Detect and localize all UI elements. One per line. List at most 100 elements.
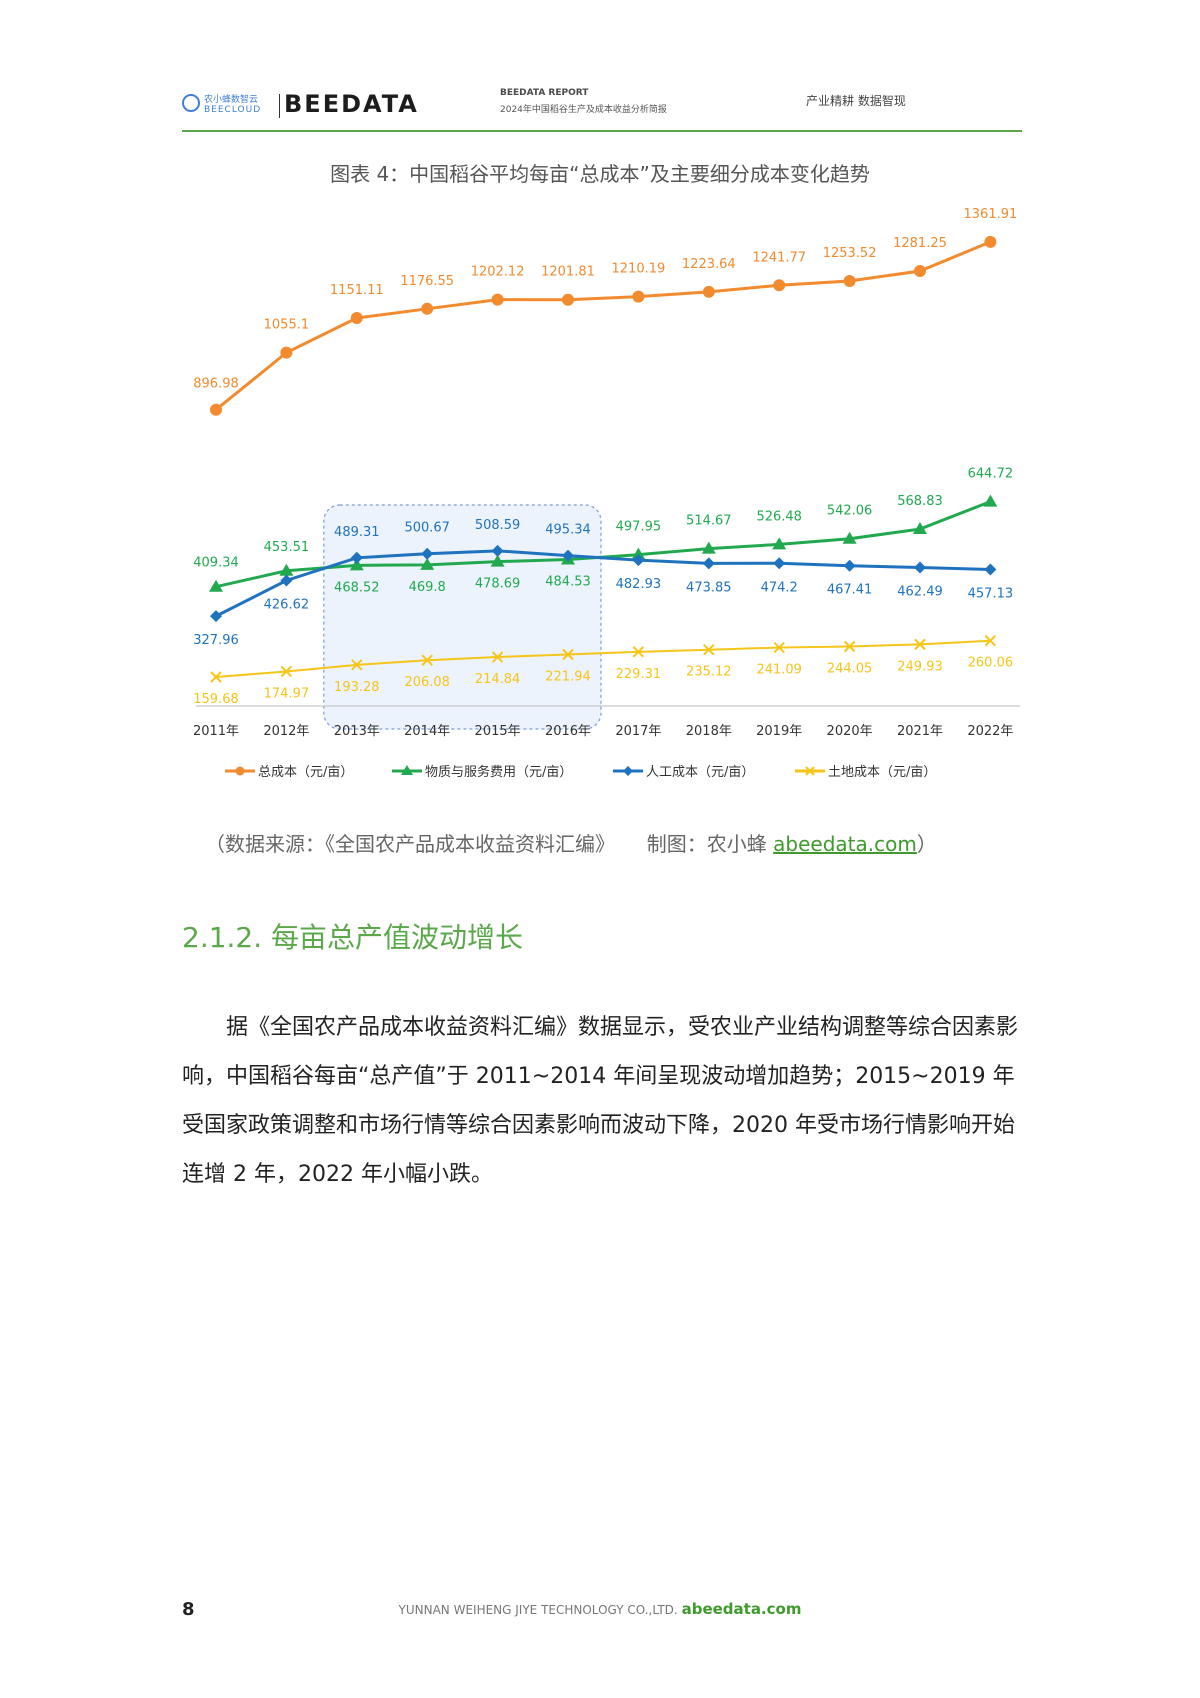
cost-trend-chart: 896.98 1055.1 1151.11 1176.55 1202.12 1201.81… (193, 207, 1020, 780)
data-label: 526.48 (756, 509, 802, 524)
data-label: 469.8 (409, 580, 446, 595)
data-point (420, 557, 435, 570)
data-label: 221.94 (545, 669, 591, 684)
source-link[interactable]: abeedata.com (773, 832, 917, 856)
data-label: 1241.77 (752, 250, 806, 265)
data-label: 500.67 (404, 521, 450, 536)
data-label: 174.97 (264, 686, 310, 701)
data-point (421, 654, 433, 666)
data-label: 542.06 (827, 504, 873, 519)
x-tick-label: 2012年 (263, 724, 309, 739)
report-title: 2024年中国稻谷生产及成本收益分析简报 (500, 105, 667, 115)
data-point (279, 563, 294, 576)
data-label: 1210.19 (612, 262, 666, 277)
legend-marker (623, 766, 633, 776)
chart-title: 图表 4：中国稻谷平均每亩“总成本”及主要细分成本变化趋势 (330, 162, 870, 186)
x-tick-label: 2022年 (967, 724, 1013, 739)
data-point (843, 275, 856, 288)
data-point (843, 640, 856, 653)
data-label: 457.13 (968, 586, 1014, 601)
legend-marker (235, 766, 245, 776)
x-tick-label: 2013年 (334, 724, 380, 739)
data-label: 159.68 (193, 692, 239, 707)
data-label: 244.05 (827, 661, 873, 676)
data-point (280, 346, 293, 359)
data-label: 206.08 (404, 675, 450, 690)
x-tick-label: 2018年 (686, 724, 732, 739)
legend-label: 总成本（元/亩） (258, 764, 353, 780)
source-close: ） (916, 832, 937, 856)
series-line (215, 639, 991, 678)
data-point (349, 558, 364, 571)
data-label: 508.59 (475, 518, 521, 533)
footer-company: YUNNAN WEIHENG JIYE TECHNOLOGY CO.,LTD. (398, 1603, 678, 1617)
data-point (491, 651, 504, 663)
data-label: 409.34 (193, 556, 239, 571)
data-point (632, 290, 645, 303)
data-label: 478.69 (475, 577, 521, 592)
data-point (562, 648, 574, 661)
data-point (983, 494, 998, 507)
data-label: 495.34 (545, 523, 591, 538)
data-label: 474.2 (761, 580, 798, 595)
data-label: 489.31 (334, 525, 380, 540)
data-point (210, 671, 222, 683)
section-paragraph: 据《全国农产品成本收益资料汇编》数据显示，受农业产业结构调整等综合因素影响，中国… (182, 1015, 1019, 1187)
data-label: 1176.55 (400, 274, 454, 289)
data-source: （数据来源：《全国农产品成本收益资料汇编》 制图：农小蜂 abeedata.co… (205, 828, 937, 857)
data-label: 1151.11 (330, 283, 384, 298)
source-maker: 制图：农小蜂 (646, 832, 767, 856)
page-header: 农小蜂数智云 BEECLOUD BEEDATA BEEDATA REPORT 2… (182, 84, 1022, 132)
data-point (773, 557, 786, 570)
x-tick-label: 2019年 (756, 724, 802, 739)
footer-site[interactable]: abeedata.com (681, 1600, 802, 1618)
data-label: 896.98 (193, 377, 239, 392)
x-tick-label: 2011年 (193, 724, 239, 739)
data-point (421, 302, 434, 315)
data-label: 260.06 (968, 656, 1014, 671)
data-point (701, 541, 716, 554)
report-label: BEEDATA REPORT 2024年中国稻谷生产及成本收益分析简报 (500, 88, 667, 115)
data-label: 426.62 (264, 597, 310, 612)
data-point (914, 265, 926, 278)
data-point (209, 579, 223, 592)
data-point (984, 563, 997, 576)
data-label: 1202.12 (471, 265, 525, 280)
data-point (984, 634, 997, 647)
data-point (210, 610, 222, 623)
data-point (490, 554, 505, 567)
data-point (702, 557, 715, 570)
series-line (215, 240, 991, 411)
data-label: 1201.81 (541, 265, 595, 280)
data-label: 462.49 (897, 585, 943, 600)
legend-label: 土地成本（元/亩） (828, 764, 936, 780)
data-point (913, 522, 927, 535)
x-tick-label: 2015年 (475, 724, 521, 739)
data-point (491, 293, 504, 306)
legend-marker (805, 766, 815, 776)
section-title: 2.1.2. 每亩总产值波动增长 (182, 921, 524, 954)
source-text: （数据来源：《全国农产品成本收益资料汇编》 (205, 832, 615, 856)
logo-cloud-cn: 农小蜂数智云 (204, 95, 259, 105)
x-tick-label: 2021年 (897, 724, 943, 739)
data-label: 214.84 (475, 672, 521, 687)
data-label: 1281.25 (893, 236, 947, 251)
data-label: 484.53 (545, 575, 591, 590)
data-point (914, 561, 926, 574)
data-point (280, 665, 293, 678)
logo-cloud-en: BEECLOUD (204, 105, 262, 115)
beedata-logo: BEEDATA (284, 90, 419, 118)
data-label: 453.51 (264, 540, 310, 555)
data-point (773, 641, 785, 654)
data-point (772, 537, 787, 550)
x-tick-label: 2020年 (827, 724, 873, 739)
data-point (562, 549, 574, 562)
data-label: 482.93 (616, 577, 662, 592)
data-point (702, 285, 715, 298)
data-point (632, 554, 645, 567)
data-point (210, 403, 222, 416)
data-label: 467.41 (827, 583, 873, 598)
data-point (562, 293, 574, 306)
data-label: 1253.52 (823, 246, 877, 261)
data-label: 327.96 (193, 633, 239, 648)
